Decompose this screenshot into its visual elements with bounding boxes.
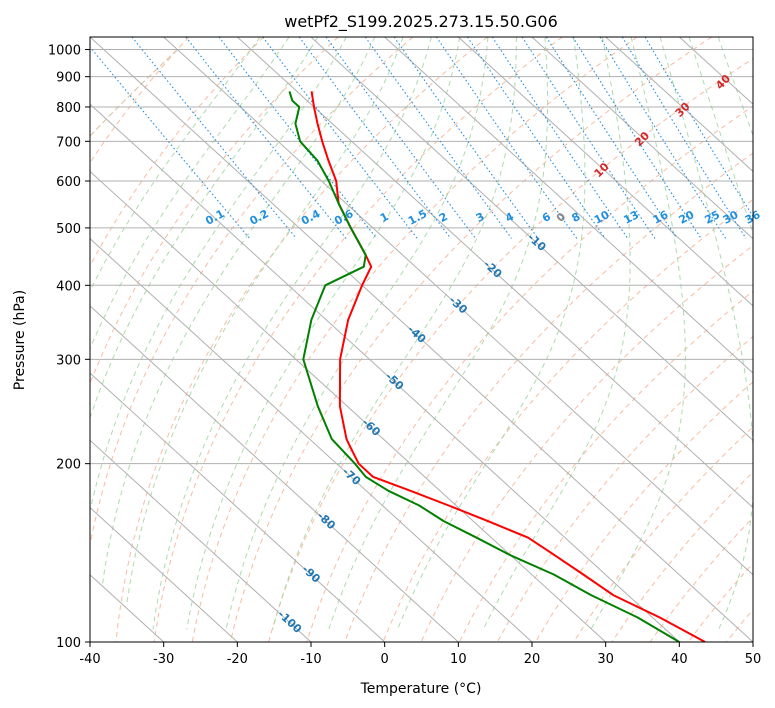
- mixing-ratio-line: [545, 37, 678, 239]
- x-tick-label: 30: [597, 652, 614, 667]
- dry-adiabat-line: [153, 37, 563, 642]
- moist-adiabat-line: [152, 37, 432, 630]
- x-tick-label: -10: [300, 652, 321, 667]
- y-tick-label: 700: [56, 135, 81, 150]
- isotherm-line: [236, 37, 753, 509]
- isotherm-line: [531, 37, 753, 240]
- moist-adiabat-line: [90, 37, 347, 514]
- moist-adiabat-line: [590, 37, 686, 630]
- mixing-ratio-line: [644, 37, 753, 218]
- isotherm-line: [310, 37, 753, 442]
- isobar-gridlines: [90, 49, 753, 642]
- mixing-ratio-line: [572, 37, 702, 239]
- mixing-ratio-line: [521, 37, 656, 239]
- moist-adiabat-line: [659, 37, 753, 630]
- dry-adiabat-line: [90, 37, 264, 267]
- mixing-ratio-label: 20: [677, 208, 697, 227]
- isotherm-line: [90, 506, 238, 642]
- dry-adiabat-line: [268, 57, 753, 642]
- y-tick-label: 100: [56, 636, 81, 651]
- dry-adiabat-line: [496, 335, 753, 642]
- moist-adiabat-line: [90, 37, 319, 420]
- moist-adiabat-line: [126, 37, 404, 607]
- dry-adiabat-line: [90, 37, 190, 164]
- chart-title: wetPf2_S199.2025.273.15.50.G06: [284, 12, 558, 32]
- x-tick-label: -20: [227, 652, 248, 667]
- moist-adiabat-line: [272, 37, 517, 630]
- mixing-ratio-label: 25: [702, 208, 722, 227]
- mixing-ratio-label: 30: [721, 208, 741, 227]
- mixing-ratio-line: [435, 37, 578, 239]
- mixing-ratio-label: 16: [651, 208, 671, 227]
- y-tick-label: 600: [56, 175, 81, 190]
- moist-adiabat-line: [225, 37, 489, 630]
- moist-adiabat-line: [397, 37, 586, 630]
- y-axis-label: Pressure (hPa): [12, 290, 28, 390]
- isotherm-line: [90, 439, 312, 642]
- dry-adiabat-line: [458, 290, 753, 642]
- y-tick-label: 1000: [48, 44, 81, 59]
- theta-e-line: [90, 49, 178, 137]
- x-axis-ticks: -40 -30 -20 -10 0 10 20 30 40 50: [79, 642, 761, 667]
- mixing-ratio-lines: [90, 37, 753, 239]
- isotherm-line: [90, 37, 753, 642]
- isotherm-line: [605, 37, 753, 173]
- x-axis-label: Temperature (°C): [360, 681, 482, 697]
- mixing-ratio-line: [467, 37, 606, 239]
- dry-adiabat-line: [115, 37, 488, 642]
- mixing-ratio-line: [599, 37, 727, 239]
- x-tick-label: 40: [671, 652, 688, 667]
- y-axis-ticks: 100 200 300 400 500 600 700 800 900 1000: [48, 44, 90, 651]
- x-tick-label: 50: [745, 652, 762, 667]
- plot-frame: [89, 36, 754, 643]
- moist-adiabat-line: [328, 37, 549, 630]
- mixing-ratio-line: [218, 37, 378, 239]
- x-tick-label: 0: [381, 652, 389, 667]
- isotherm-line: [384, 37, 753, 374]
- temperature-profile-line: [310, 91, 706, 642]
- mixing-ratio-line: [364, 37, 512, 239]
- x-tick-label: 20: [524, 652, 541, 667]
- x-tick-label: -40: [79, 652, 100, 667]
- isotherms: [90, 37, 753, 642]
- isotherm-line: [90, 170, 607, 642]
- dry-adiabat-line: [306, 105, 753, 642]
- moist-adiabat-line: [688, 37, 753, 235]
- y-tick-label: 200: [56, 458, 81, 473]
- moist-adiabat-line: [101, 37, 376, 585]
- y-tick-label: 400: [56, 279, 81, 294]
- y-tick-label: 900: [56, 71, 81, 86]
- x-tick-label: -30: [153, 652, 174, 667]
- x-tick-label: 10: [450, 652, 467, 667]
- y-tick-label: 800: [56, 101, 81, 116]
- mixing-ratio-label: 13: [621, 208, 641, 227]
- isotherm-line: [90, 103, 680, 642]
- mixing-ratio-line: [621, 37, 747, 239]
- y-tick-label: 500: [56, 222, 81, 237]
- dry-adiabat-line: [90, 37, 339, 386]
- isotherm-line: [90, 237, 533, 642]
- dewpoint-profile-line: [288, 91, 680, 642]
- isotherm-line: [90, 372, 386, 642]
- isotherm-line: [457, 37, 753, 307]
- theta-e-curves: [90, 49, 178, 137]
- isotherm-line: [90, 305, 459, 642]
- profile-series: [288, 91, 706, 642]
- moist-adiabat-line: [482, 37, 631, 630]
- mixing-ratio-label: 10: [592, 208, 612, 227]
- dry-adiabat-line: [191, 37, 638, 642]
- mixing-ratio-line: [325, 37, 476, 239]
- mixing-ratio-line: [491, 37, 629, 239]
- y-tick-label: 300: [56, 353, 81, 368]
- mixing-ratio-line: [131, 37, 297, 239]
- moist-adiabats: [90, 37, 753, 630]
- mixing-ratio-line: [90, 46, 251, 239]
- isotherm-line: [163, 37, 753, 576]
